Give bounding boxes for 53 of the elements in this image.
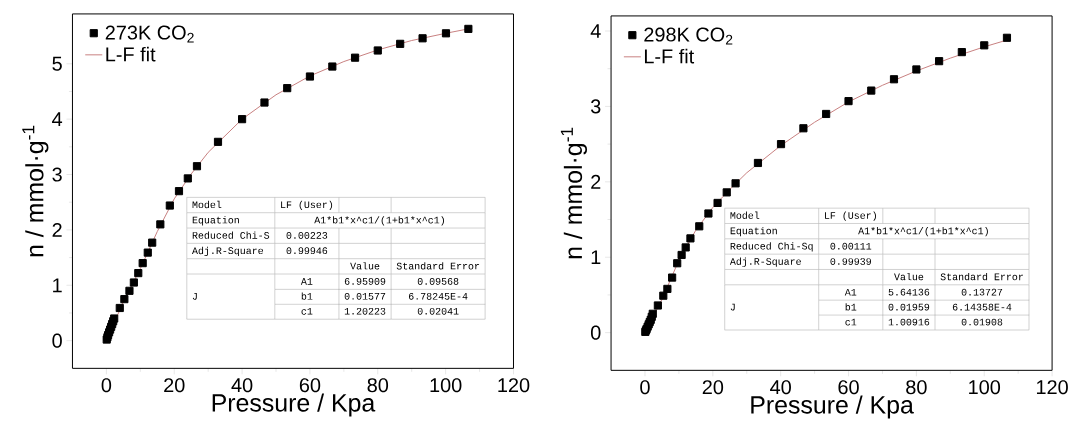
x-axis-title: Pressure / Kpa <box>212 393 376 417</box>
x-tick-label: 60 <box>838 380 859 395</box>
x-tick-label: 60 <box>299 378 321 393</box>
annotation: A1 <box>300 278 313 285</box>
annotation: b1 <box>301 292 313 300</box>
y-tick-label: 3 <box>590 99 601 114</box>
annotation: 0.02041 <box>417 307 459 315</box>
annotation: 0.00223 <box>286 231 328 239</box>
y-tick-label: 1 <box>591 250 601 265</box>
annotation: Adj.R-Square <box>191 246 264 257</box>
x-tick-label: 40 <box>770 380 791 395</box>
legend-label: 298K CO$_{2}$ <box>644 27 733 45</box>
x-tick-label: 120 <box>1036 380 1068 395</box>
annotation: Standard Error <box>396 262 480 270</box>
x-tick-label: 100 <box>430 378 462 393</box>
y-axis-title: n / mmol·g$^{-1}$ <box>22 125 49 257</box>
x-axis-title: Pressure / Kpa <box>751 395 914 419</box>
annotation: Reduced Chi-S <box>192 231 270 239</box>
legend-label: L-F fit <box>106 46 156 62</box>
y-tick-label: 1 <box>53 278 62 293</box>
x-tick-label: 80 <box>367 378 389 393</box>
legend-label: L-F fit <box>644 48 695 64</box>
y-tick-label: 3 <box>52 167 62 182</box>
x-tick-label: 100 <box>969 380 1001 395</box>
x-tick-label: 120 <box>498 378 530 393</box>
x-tick-label: 0 <box>640 380 650 395</box>
x-tick-label: 0 <box>101 378 112 393</box>
annotation: 6.95909 <box>344 277 386 285</box>
y-tick-label: 2 <box>591 174 601 189</box>
y-tick-label: 0 <box>52 333 62 348</box>
y-tick-label: 4 <box>52 112 63 126</box>
y-tick-label: 2 <box>52 222 62 237</box>
annotation: 1.20223 <box>344 307 386 315</box>
annotation: LF (User) <box>281 200 333 211</box>
y-axis-title: n / mmol·g$^{-1}$ <box>560 127 588 259</box>
x-tick-label: 80 <box>906 380 927 395</box>
annotation: 0.09568 <box>417 277 459 285</box>
annotation: 6.78245E-4 <box>408 292 468 300</box>
annotation: Value <box>350 262 380 270</box>
annotation: 0.01577 <box>344 292 386 300</box>
y-tick-label: 4 <box>590 24 601 38</box>
x-tick-label: 20 <box>164 378 185 393</box>
annotation: A1*b1*x^c1/(1+b1*x^c1) <box>314 216 444 226</box>
legend-label: 273K CO$_{2}$ <box>105 25 194 43</box>
annotation: Model <box>192 200 222 209</box>
y-tick-label: 5 <box>52 56 62 71</box>
annotation: 0.99946 <box>286 247 328 255</box>
annotation: c1 <box>301 307 313 315</box>
annotation: J <box>192 293 197 300</box>
x-tick-label: 40 <box>231 378 253 393</box>
annotation: Equation <box>192 216 239 226</box>
y-tick-label: 0 <box>590 325 601 340</box>
x-tick-label: 20 <box>702 380 724 395</box>
